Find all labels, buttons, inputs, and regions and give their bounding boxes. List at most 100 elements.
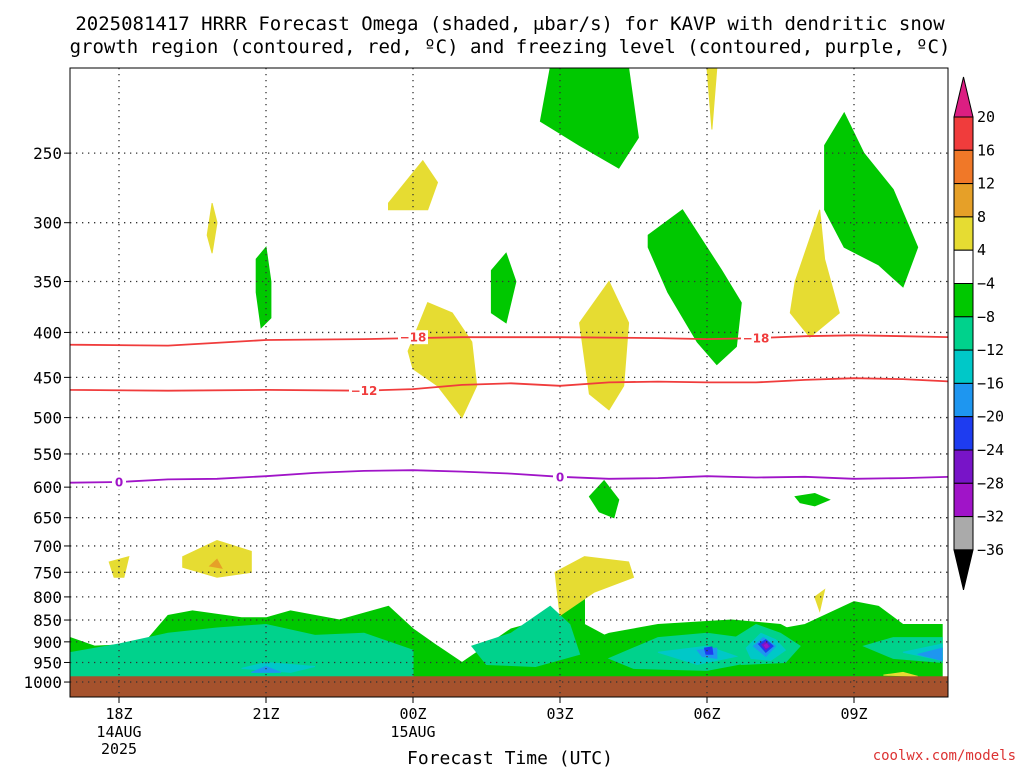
contour-line-1 (70, 377, 948, 392)
x-tick-sublabel: 14AUG (96, 723, 141, 741)
omega-region-34 (554, 556, 635, 617)
omega-region-2 (539, 68, 639, 169)
y-tick-label: 350 (33, 273, 62, 292)
colorbar-label: 12 (977, 175, 995, 193)
contour-label-bg (553, 469, 567, 484)
y-tick-label: 800 (33, 588, 62, 607)
chart-title-line-2: growth region (contoured, red, ºC) and f… (70, 36, 951, 58)
colorbar-swatch (953, 249, 974, 284)
grid-lines (70, 68, 948, 697)
colorbar-label: −32 (977, 508, 1004, 526)
contour-label: 0 (556, 470, 564, 484)
x-tick-label: 03Z (546, 705, 573, 723)
contour-label-bg (112, 475, 126, 490)
pressure-axis: 250 300 350 400 450 500 550 600 650 700 750 800 850 9… (23, 144, 70, 692)
colorbar-label: 20 (977, 108, 995, 126)
y-tick-label: 550 (33, 445, 62, 464)
colorbar-label: 16 (977, 141, 995, 159)
colorbar: 20 16 12 8 4 −4 −8 −12 −16 −20 −24 −28 −32 −36 (953, 76, 1004, 591)
x-tick-label: 21Z (252, 705, 279, 723)
y-tick-label: 300 (33, 214, 62, 233)
colorbar-swatch (953, 482, 974, 518)
omega-region-7 (588, 479, 620, 519)
colorbar-label: −24 (977, 441, 1004, 459)
colorbar-swatch (953, 449, 974, 484)
omega-shading (70, 68, 948, 697)
y-tick-label: 850 (33, 611, 62, 630)
contour-label: 0 (115, 476, 123, 490)
omega-region-30 (706, 68, 718, 130)
y-tick-label: 500 (33, 409, 62, 428)
colorbar-swatch (953, 149, 974, 185)
colorbar-bottom-arrow (953, 549, 974, 591)
y-tick-label: 700 (33, 537, 62, 556)
x-tick-label: 06Z (693, 705, 720, 723)
y-tick-label: 750 (33, 563, 62, 582)
y-tick-label: 950 (33, 653, 62, 672)
omega-region-37 (208, 558, 223, 569)
source-url[interactable]: coolwx.com/models (873, 748, 1016, 764)
colorbar-label: 4 (977, 241, 986, 259)
colorbar-label: −20 (977, 408, 1004, 426)
omega-region-36 (883, 671, 918, 677)
colorbar-swatch (953, 416, 974, 451)
colorbar-swatch (953, 216, 974, 251)
colorbar-label: −28 (977, 474, 1004, 492)
omega-region-6 (490, 252, 517, 324)
colorbar-swatch (953, 516, 974, 551)
colorbar-top-arrow (953, 76, 974, 118)
colorbar-label: 8 (977, 208, 986, 226)
colorbar-label: −36 (977, 541, 1004, 559)
colorbar-swatch (953, 349, 974, 384)
contour-label: −18 (743, 332, 770, 346)
y-tick-label: 650 (33, 509, 62, 528)
y-tick-label: 450 (33, 368, 62, 387)
omega-region-22 (703, 646, 714, 655)
y-tick-label: 1000 (23, 673, 62, 692)
x-tick-label: 18Z (105, 705, 132, 723)
contour-label-bg (398, 330, 428, 345)
x-tick-label: 00Z (399, 705, 426, 723)
chart-title-line-1: 2025081417 HRRR Forecast Omega (shaded, … (75, 13, 945, 35)
colorbar-label: −16 (977, 374, 1004, 392)
x-tick-label: 09Z (840, 705, 867, 723)
omega-region-10 (470, 605, 581, 668)
colorbar-swatch (953, 283, 974, 318)
omega-region-4 (824, 111, 919, 288)
contour-label-bg (349, 383, 379, 398)
colorbar-swatch (953, 116, 974, 151)
contour-line-2 (70, 469, 948, 484)
omega-region-18 (251, 665, 281, 673)
colorbar-swatch (953, 382, 974, 418)
colorbar-label: −4 (977, 275, 995, 293)
contour-label-bg (741, 331, 771, 346)
y-tick-label: 900 (33, 633, 62, 652)
omega-region-3 (647, 209, 742, 366)
omega-region-31 (789, 209, 840, 338)
omega-region-8 (794, 492, 831, 507)
plot-frame (69, 67, 949, 698)
y-tick-label: 400 (33, 323, 62, 342)
colorbar-label: −8 (977, 308, 995, 326)
y-tick-label: 600 (33, 478, 62, 497)
contour-label: −18 (400, 331, 427, 345)
y-tick-label: 250 (33, 144, 62, 163)
colorbar-swatch (953, 316, 974, 351)
colorbar-label: −12 (977, 341, 1004, 359)
omega-region-5 (255, 246, 272, 329)
contour-line-0 (70, 334, 948, 347)
colorbar-swatch (953, 183, 974, 218)
surface-ground (70, 676, 948, 697)
omega-region-35 (814, 588, 826, 613)
contour-label: −12 (351, 384, 378, 398)
contour-lines: −18 −18 −12 0 0 (70, 330, 948, 490)
omega-region-27 (206, 202, 218, 254)
plot-area: −18 −18 −12 0 0 (69, 67, 949, 698)
x-tick-sublabel: 2025 (101, 740, 137, 758)
x-tick-sublabel: 15AUG (390, 723, 435, 741)
x-axis-label: Forecast Time (UTC) (407, 748, 613, 768)
omega-region-26 (388, 159, 439, 211)
omega-region-21 (917, 647, 943, 662)
